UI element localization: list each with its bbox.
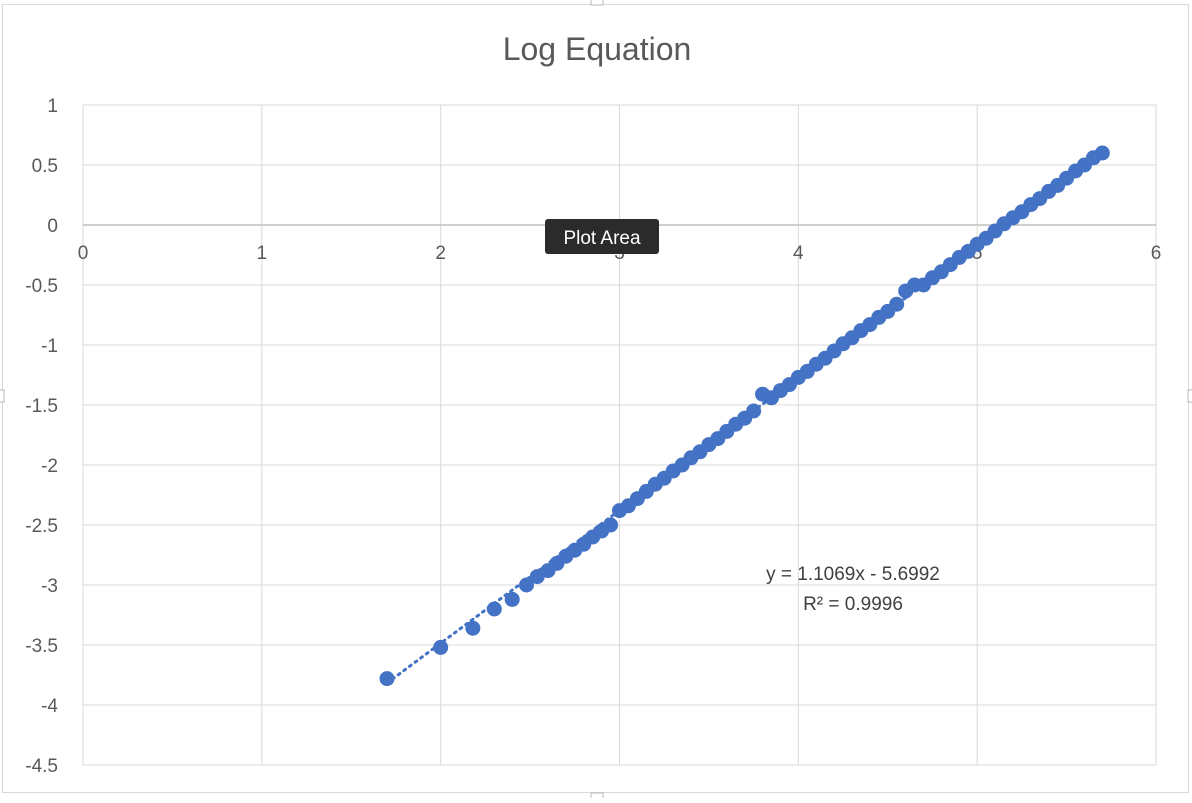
x-tick-label: 6 bbox=[1151, 243, 1162, 264]
y-tick-label: -1.5 bbox=[25, 396, 58, 417]
data-point[interactable] bbox=[504, 591, 520, 607]
x-tick-label: 1 bbox=[257, 243, 268, 264]
data-point[interactable] bbox=[486, 601, 502, 617]
y-tick-label: 0 bbox=[47, 216, 58, 237]
data-point[interactable] bbox=[379, 671, 395, 687]
chart-area-border bbox=[2, 4, 1189, 793]
y-tick-label: -4.5 bbox=[25, 756, 58, 777]
axes: 012345610.50-0.5-1-1.5-2-2.5-3-3.5-4-4.5 bbox=[25, 96, 1161, 777]
x-tick-label: 4 bbox=[793, 243, 804, 264]
tooltip-text: Plot Area bbox=[563, 228, 641, 249]
chart-title[interactable]: Log Equation bbox=[503, 31, 692, 67]
selection-handle-bottom[interactable] bbox=[590, 792, 604, 802]
trendline-equation-label[interactable]: y = 1.1069x - 5.6992 bbox=[766, 564, 940, 585]
data-point[interactable] bbox=[465, 620, 481, 636]
x-tick-label: 5 bbox=[972, 243, 983, 264]
y-tick-label: -2.5 bbox=[25, 516, 58, 537]
data-point[interactable] bbox=[519, 577, 535, 593]
data-point[interactable] bbox=[889, 296, 905, 312]
trendline-r2-label[interactable]: R² = 0.9996 bbox=[803, 594, 903, 615]
y-tick-label: 1 bbox=[47, 96, 58, 117]
data-point[interactable] bbox=[746, 403, 762, 419]
selection-handle-right[interactable] bbox=[1187, 389, 1192, 403]
tooltip-background bbox=[545, 219, 659, 254]
data-point[interactable] bbox=[1094, 145, 1110, 161]
x-tick-label: 2 bbox=[435, 243, 446, 264]
y-tick-label: 0.5 bbox=[32, 156, 58, 177]
y-tick-label: -1 bbox=[41, 336, 58, 357]
y-tick-label: -3 bbox=[41, 576, 58, 597]
gridlines bbox=[82, 104, 1157, 766]
y-tick-label: -3.5 bbox=[25, 636, 58, 657]
data-point[interactable] bbox=[433, 639, 449, 655]
selection-handle-top[interactable] bbox=[590, 0, 604, 6]
data-series[interactable] bbox=[379, 145, 1110, 687]
data-point[interactable] bbox=[603, 517, 619, 533]
y-tick-label: -0.5 bbox=[25, 276, 58, 297]
x-tick-label: 0 bbox=[78, 243, 89, 264]
y-tick-label: -2 bbox=[41, 456, 58, 477]
plot-area-tooltip: Plot Area bbox=[545, 219, 659, 254]
y-tick-label: -4 bbox=[41, 696, 58, 717]
selection-handle-left[interactable] bbox=[0, 389, 5, 403]
